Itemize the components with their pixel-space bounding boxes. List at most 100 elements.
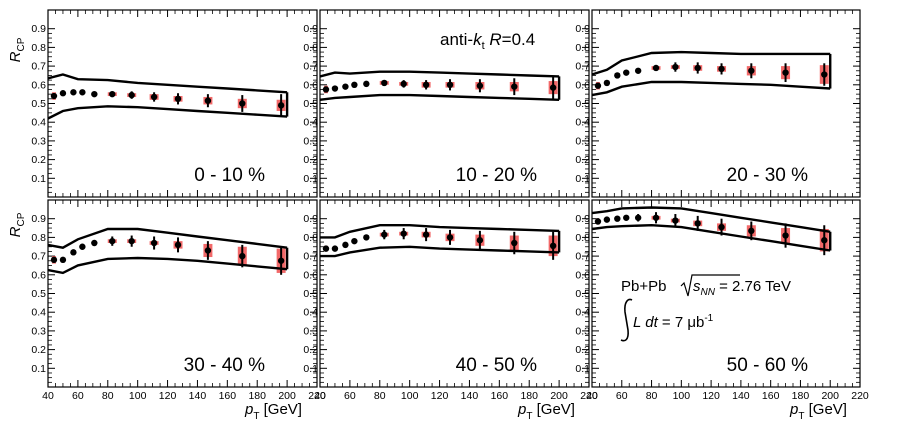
data-point	[331, 85, 339, 92]
data-point	[623, 214, 630, 221]
y-tick-label: 0.3	[31, 135, 46, 147]
data-point	[322, 86, 330, 93]
x-tick-label: 180	[248, 390, 266, 402]
data-point	[150, 93, 158, 101]
panel-5: 0.1 0.2 0.3 0.4 0.5 0.6 0.7 0.8 0.9 40 60 80 100 120 1…	[303, 199, 598, 402]
y-tick-label: 0.1	[31, 173, 46, 185]
y-tick-label: 0.2	[575, 154, 590, 166]
data-point	[70, 89, 77, 96]
y-tick-label: 0.2	[31, 154, 46, 166]
x-axis-label-1: pT [GeV]	[244, 401, 302, 422]
data-point	[174, 241, 182, 249]
data-point	[614, 72, 621, 79]
y-tick-label: 0.7	[303, 61, 318, 73]
panel-3: 0.1 0.2 0.3 0.4 0.5 0.6 0.7 0.8 0.9 20 - 30 %	[575, 9, 861, 198]
y-tick-label: 0.1	[575, 363, 590, 375]
svg-text:L dt = 7 μb-1: L dt = 7 μb-1	[633, 313, 714, 331]
y-tick-label: 0.2	[575, 344, 590, 356]
y-tick-label: 0.5	[303, 98, 318, 110]
y-tick-label: 0.4	[575, 117, 590, 129]
data-point	[204, 97, 212, 104]
x-tick-label: 160	[491, 390, 509, 402]
data-point	[476, 237, 484, 244]
y-tick-label: 0.9	[31, 23, 46, 35]
y-tick-label: 0.4	[31, 307, 46, 319]
y-tick-label: 0.2	[31, 344, 46, 356]
data-point	[603, 216, 611, 223]
x-tick-label: 100	[673, 390, 691, 402]
y-tick-label: 0.1	[31, 363, 46, 375]
x-tick-label: 220	[580, 390, 598, 402]
x-tick-label: 40	[586, 390, 598, 402]
x-tick-label: 180	[520, 390, 538, 402]
y-tick-label: 0.5	[303, 288, 318, 300]
centrality-label: 40 - 50 %	[456, 355, 537, 376]
data-point	[614, 215, 621, 222]
data-point	[50, 92, 58, 100]
data-point	[351, 237, 358, 245]
y-tick-label: 0.3	[303, 325, 318, 337]
panel-frame	[591, 9, 861, 198]
data-point	[50, 256, 58, 264]
x-tick-label: 120	[702, 390, 720, 402]
y-tick-label: 0.5	[31, 288, 46, 300]
y-tick-label: 0.1	[575, 173, 590, 185]
panel-frame	[47, 9, 318, 198]
y-tick-label: 0.2	[303, 154, 318, 166]
data-point	[549, 84, 557, 91]
y-tick-label: 0.5	[31, 98, 46, 110]
data-point	[91, 239, 98, 247]
y-tick-label: 0.7	[31, 61, 46, 73]
y-tick-label: 0.6	[31, 269, 46, 281]
x-axis-label-2: pT [GeV]	[517, 401, 575, 422]
x-tick-label: 80	[102, 390, 114, 402]
integral-symbol	[620, 298, 633, 342]
x-tick-label: 120	[159, 390, 177, 402]
data-point	[150, 239, 158, 247]
band-lower-line	[47, 256, 288, 275]
y-tick-label: 0.4	[31, 117, 46, 129]
data-point	[79, 89, 86, 96]
band-lower-line	[319, 93, 560, 101]
data-point	[381, 231, 388, 238]
data-point	[446, 234, 454, 241]
y-tick-label: 0.7	[575, 251, 590, 263]
y-tick-label: 0.4	[303, 117, 318, 129]
y-tick-label: 0.6	[303, 79, 318, 91]
data-point	[672, 217, 679, 224]
y-tick-label: 0.9	[575, 213, 590, 225]
y-tick-label: 0.8	[575, 42, 590, 54]
y-tick-label: 0.9	[303, 23, 318, 35]
data-point	[363, 234, 370, 241]
y-tick-label: 0.6	[31, 79, 46, 91]
panel-grid: 0.1 0.2 0.3 0.4 0.5 0.6 0.7 0.8 0.9 0 - 10 % 0.1 0.…	[31, 9, 869, 402]
data-point	[174, 95, 182, 103]
y-tick-label: 0.4	[303, 307, 318, 319]
centrality-label: 0 - 10 %	[194, 165, 265, 186]
data-point	[511, 239, 518, 247]
data-point	[70, 249, 77, 256]
centrality-label: 30 - 40 %	[184, 355, 265, 376]
y-tick-label: 0.3	[575, 135, 590, 147]
data-point	[652, 214, 660, 221]
y-tick-label: 0.3	[31, 325, 46, 337]
data-point	[446, 81, 454, 89]
data-point	[331, 245, 339, 252]
y-axis-label-top: RCP	[7, 37, 27, 62]
panel-6: 0.1 0.2 0.3 0.4 0.5 0.6 0.7 0.8 0.9 40 60 80 100 120 1…	[575, 199, 869, 402]
data-point	[422, 231, 430, 238]
band-upper-line	[47, 227, 288, 249]
data-point	[59, 256, 67, 264]
x-tick-label: 200	[550, 390, 568, 402]
centrality-label: 20 - 30 %	[727, 165, 808, 186]
x-tick-label: 220	[308, 390, 326, 402]
data-point	[782, 232, 789, 239]
y-tick-label: 0.8	[31, 42, 46, 54]
y-tick-label: 0.7	[575, 61, 590, 73]
y-tick-label: 0.7	[303, 251, 318, 263]
y-tick-label: 0.9	[31, 213, 46, 225]
sqrt-symbol	[680, 274, 740, 297]
data-point	[511, 83, 518, 90]
band-upper-line	[320, 223, 560, 239]
